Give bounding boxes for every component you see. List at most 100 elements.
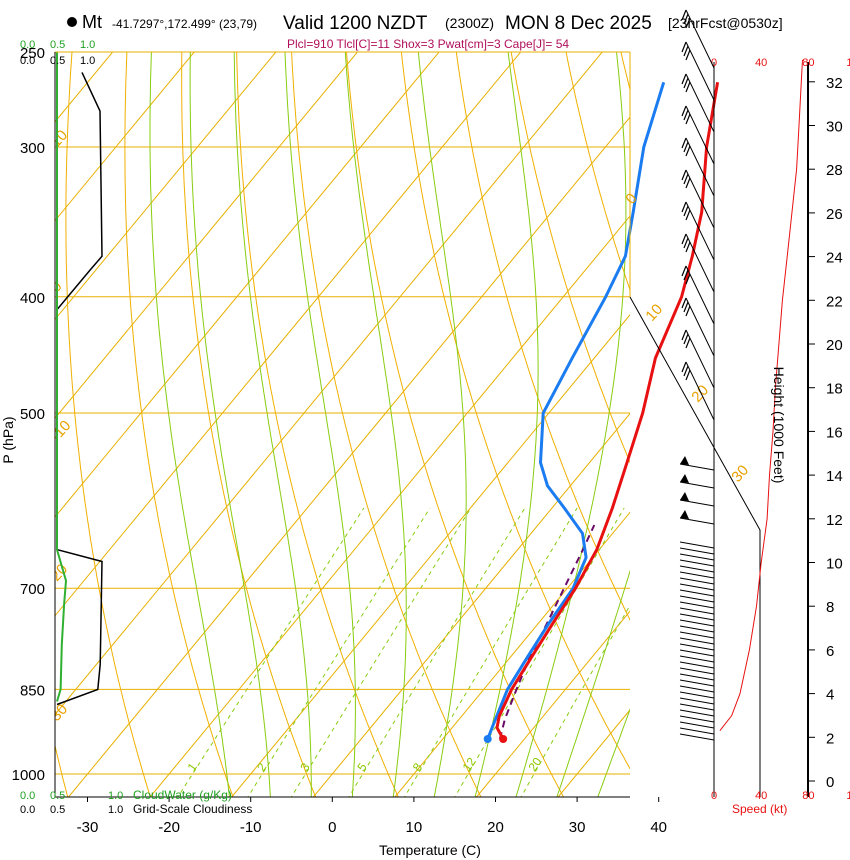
wind-barb-feather xyxy=(683,141,689,153)
height-tick-label: 4 xyxy=(826,687,834,704)
isotherm-line xyxy=(312,412,630,797)
isotherm-line xyxy=(55,52,277,321)
temperature-line xyxy=(495,82,720,740)
wind-barb xyxy=(679,649,715,657)
wind-barb xyxy=(685,201,715,261)
mixing-ratio-label: 5 xyxy=(354,760,369,774)
wind-barb-feather xyxy=(681,201,687,213)
parcel-trace-line xyxy=(498,524,596,740)
cloudwater-label: CloudWater (g/Kg) xyxy=(133,788,232,802)
height-axis-label: Height (1000 Feet) xyxy=(771,367,787,484)
height-tick-label: 28 xyxy=(826,162,843,179)
cloud-scale-black-bottom-0: 0.0 xyxy=(20,804,35,816)
wind-barb xyxy=(679,499,715,507)
pressure-tick-label: 500 xyxy=(20,406,45,423)
wind-barb-feather xyxy=(685,145,691,157)
x-tick-label: 10 xyxy=(406,819,423,836)
isotherm-line xyxy=(55,52,603,716)
wind-barb-feather xyxy=(683,205,689,217)
moist-adiabat-line xyxy=(344,52,407,797)
wind-barb-feather xyxy=(681,329,687,341)
cloud-scale-green-bottom-2: 1.0 xyxy=(108,790,123,802)
speed-tick-label-bottom: 40 xyxy=(755,790,767,802)
moist-adiabat-line xyxy=(597,707,630,797)
wind-barb-pennant xyxy=(680,492,689,501)
wind-barb-feather xyxy=(681,169,687,181)
height-tick-label: 14 xyxy=(826,468,843,485)
cloud-scale-green-bottom-1: 0.5 xyxy=(50,790,65,802)
mixing-ratio-line xyxy=(520,604,630,797)
wind-barb-feather xyxy=(683,269,689,281)
height-tick-label: 18 xyxy=(826,381,843,398)
station-coords: -41.7297°,172.499° (23,79) xyxy=(112,17,257,31)
wind-barb-feather xyxy=(685,305,691,317)
cloud-scale-green-bottom-0: 0.0 xyxy=(20,790,35,802)
wind-barb-pennant xyxy=(680,474,689,483)
pressure-tick-label: 400 xyxy=(20,290,45,307)
wind-barb xyxy=(685,169,715,229)
height-tick-label: 12 xyxy=(826,512,843,529)
speed-tick-label-bottom: 0 xyxy=(711,790,717,802)
mixing-ratio-label: 8 xyxy=(410,760,425,774)
wind-barb xyxy=(679,655,715,663)
utc-time: (2300Z) xyxy=(445,15,494,31)
x-tick-label: -30 xyxy=(77,819,99,836)
cloud-scale-green-2: 1.0 xyxy=(80,39,95,51)
height-tick-label: 16 xyxy=(826,424,843,441)
height-tick-label: 30 xyxy=(826,119,843,136)
cloudwater-line xyxy=(56,52,68,702)
mixing-ratio-label: 2 xyxy=(254,760,269,774)
wind-barb-feather xyxy=(683,13,689,25)
mixing-ratio-label: 3 xyxy=(297,760,312,774)
wind-barb xyxy=(679,721,715,729)
wind-barb xyxy=(685,137,715,197)
wind-barb xyxy=(679,607,715,615)
wind-barb xyxy=(679,571,715,579)
dry-adiabat-line xyxy=(181,52,317,797)
x-tick-label: 0 xyxy=(328,819,336,836)
wind-barb-feather xyxy=(685,113,691,125)
wind-barb-feather xyxy=(685,369,691,381)
wind-barb xyxy=(679,661,715,669)
dry-adiabat-line xyxy=(833,31,850,800)
wind-barb-feather xyxy=(683,333,689,345)
wind-barb-feather xyxy=(685,273,691,285)
dry-adiabat-line xyxy=(455,52,630,622)
wind-barb-feather xyxy=(685,209,691,221)
dry-adiabat-line xyxy=(400,52,630,770)
surface-dewpoint-dot xyxy=(483,734,492,743)
speed-tick-label-top: 0 xyxy=(711,57,717,69)
dry-adiabat-line xyxy=(65,52,151,797)
wind-barb-feather xyxy=(685,17,691,29)
height-tick-label: 22 xyxy=(826,293,843,310)
pressure-tick-label: 250 xyxy=(20,45,45,62)
wind-barb xyxy=(685,297,715,357)
wind-barb xyxy=(679,709,715,717)
forecast-info: [23hrFcst@0530z] xyxy=(668,15,783,31)
mixing-ratio-label: 20 xyxy=(525,755,544,774)
isotherm-label: 10 xyxy=(642,301,666,325)
wind-barb-feather xyxy=(683,301,689,313)
wind-barb-feather xyxy=(681,361,687,373)
dry-adiabat-line xyxy=(124,52,234,797)
wind-barb-feather xyxy=(685,241,691,253)
x-tick-label: 40 xyxy=(650,819,667,836)
wind-barb xyxy=(679,691,715,699)
station-name: Mt xyxy=(82,12,102,32)
dry-adiabat-line xyxy=(236,52,399,797)
speed-tick-label-top: 80 xyxy=(802,57,814,69)
wind-barb xyxy=(679,643,715,651)
wind-barb xyxy=(679,463,715,471)
cloud-scale-black-1: 0.5 xyxy=(50,55,65,67)
mixing-ratio-line xyxy=(348,507,526,797)
wind-barb-feather xyxy=(685,49,691,61)
cloud-scale-black-bottom-2: 1.0 xyxy=(108,804,123,816)
wind-barb xyxy=(679,595,715,603)
mixing-ratio-line xyxy=(177,507,365,797)
wind-barb xyxy=(679,601,715,609)
wind-barb xyxy=(679,481,715,489)
isotherm-line xyxy=(55,52,522,617)
wind-barb-feather xyxy=(681,9,687,21)
wind-barb-feather xyxy=(683,173,689,185)
wind-barb-feather xyxy=(685,81,691,93)
